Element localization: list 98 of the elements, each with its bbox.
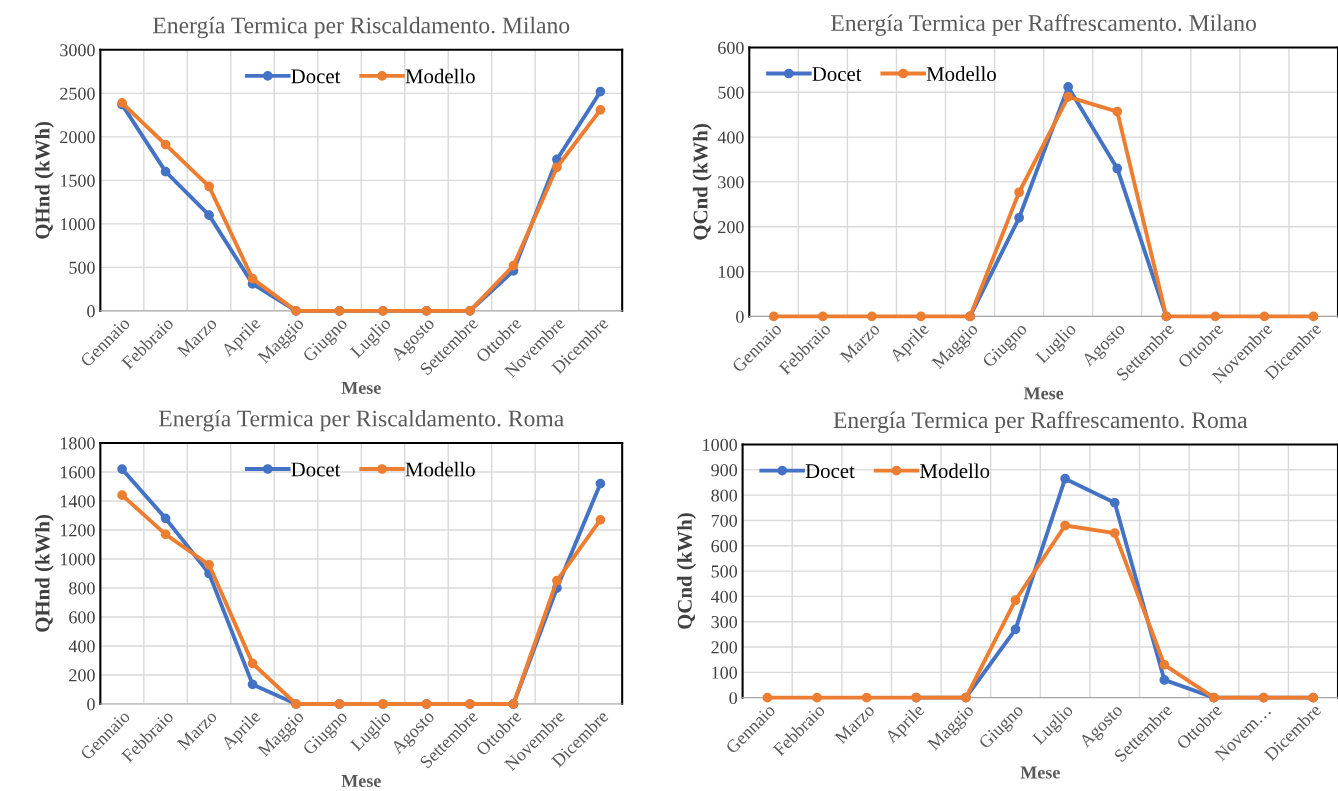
point [1109, 497, 1120, 508]
y-tick-label: 900 [711, 464, 738, 477]
y-tick-label: 200 [718, 221, 744, 234]
y-tick-label: 600 [711, 540, 738, 553]
y-tick-label: 1600 [60, 466, 95, 479]
point [1060, 520, 1070, 531]
legend-label: Docet [805, 464, 855, 479]
y-tick-label: 1000 [60, 553, 95, 566]
point [160, 139, 171, 150]
chart-title: Energía Termica per Riscaldamento. Roma [158, 409, 564, 432]
point [1014, 187, 1024, 198]
y-tick-label: 800 [69, 582, 95, 595]
legend-label: Modello [926, 66, 996, 81]
y-axis-title: QHnd (kWh) [34, 121, 54, 239]
y-tick-label: 0 [729, 691, 738, 705]
x-axis-title: Mese [341, 381, 381, 394]
x-axis-title: Mese [341, 775, 381, 788]
y-tick-label: 100 [718, 265, 744, 279]
point [247, 679, 258, 690]
point [1210, 311, 1221, 322]
y-axis-title: QHnd (kWh) [34, 515, 54, 632]
point [117, 490, 127, 501]
legend-label: Docet [812, 67, 862, 81]
point [1259, 311, 1270, 322]
point [595, 86, 606, 97]
y-tick-label: 1500 [60, 174, 95, 187]
legend-label: Docet [291, 462, 341, 477]
y-tick-label: 2000 [60, 131, 95, 144]
point [247, 273, 258, 284]
point [768, 311, 779, 322]
point [160, 513, 171, 524]
point [867, 311, 877, 322]
y-tick-label: 600 [69, 611, 95, 624]
point [204, 181, 214, 192]
y-tick-label: 1800 [60, 437, 95, 450]
y-tick-label: 400 [68, 640, 95, 653]
point [595, 105, 606, 115]
y-tick-label: 0 [87, 698, 95, 711]
y-tick-label: 500 [711, 565, 738, 578]
y-tick-label: 1200 [60, 524, 95, 537]
chart-title: Energía Termica per Raffrescamento. Milano [831, 14, 1256, 36]
point [812, 692, 822, 703]
point [508, 260, 519, 271]
point [1109, 528, 1120, 538]
point [552, 162, 562, 173]
point [1063, 82, 1074, 92]
y-tick-label: 200 [69, 669, 95, 682]
point [818, 311, 828, 322]
legend-label: Modello [405, 461, 475, 477]
y-tick-label: 400 [717, 131, 744, 144]
y-tick-label: 1000 [60, 218, 95, 231]
point [204, 559, 214, 570]
point [595, 478, 606, 489]
point [861, 692, 872, 703]
point [1010, 624, 1021, 635]
point [1014, 212, 1024, 223]
y-tick-label: 0 [87, 305, 95, 318]
chart-title: Energía Termica per Raffrescamento. Roma [833, 411, 1248, 433]
point [160, 529, 171, 540]
point [1112, 106, 1123, 117]
y-axis-title: QCnd (kWh) [677, 513, 697, 629]
y-tick-label: 1000 [703, 438, 738, 451]
point [595, 514, 606, 525]
point [1159, 675, 1170, 685]
point [1063, 91, 1074, 102]
point [1159, 659, 1170, 670]
x-axis-title: Mese [1023, 387, 1064, 400]
point [1010, 595, 1021, 606]
y-tick-label: 800 [711, 489, 738, 502]
point [762, 692, 773, 703]
legend-label: Modello [405, 68, 475, 84]
y-axis-title: QCnd (kWh) [692, 124, 712, 240]
y-tick-label: 500 [69, 261, 95, 274]
legend-label: Modello [920, 463, 990, 479]
y-tick-label: 700 [711, 514, 738, 527]
x-axis-title: Mese [1020, 766, 1060, 779]
point [160, 166, 171, 177]
y-tick-label: 600 [718, 41, 744, 54]
chart-title: Energía Termica per Riscaldamento. Milano [153, 16, 570, 39]
point [117, 464, 127, 474]
point [247, 658, 258, 669]
y-tick-label: 3000 [60, 44, 95, 57]
legend-label: Docet [291, 69, 341, 84]
y-tick-label: 400 [711, 590, 738, 603]
point [204, 210, 214, 221]
y-tick-label: 200 [711, 641, 738, 654]
y-tick-label: 300 [718, 176, 744, 189]
point [1060, 473, 1070, 484]
point [1308, 311, 1319, 322]
y-tick-label: 100 [712, 666, 738, 679]
y-tick-label: 2500 [60, 87, 95, 100]
y-tick-label: 500 [718, 86, 744, 99]
point [916, 311, 926, 322]
y-tick-label: 300 [711, 615, 738, 629]
point [552, 575, 562, 586]
y-tick-label: 0 [736, 310, 744, 323]
y-tick-label: 1400 [60, 495, 95, 508]
point [1112, 163, 1123, 174]
